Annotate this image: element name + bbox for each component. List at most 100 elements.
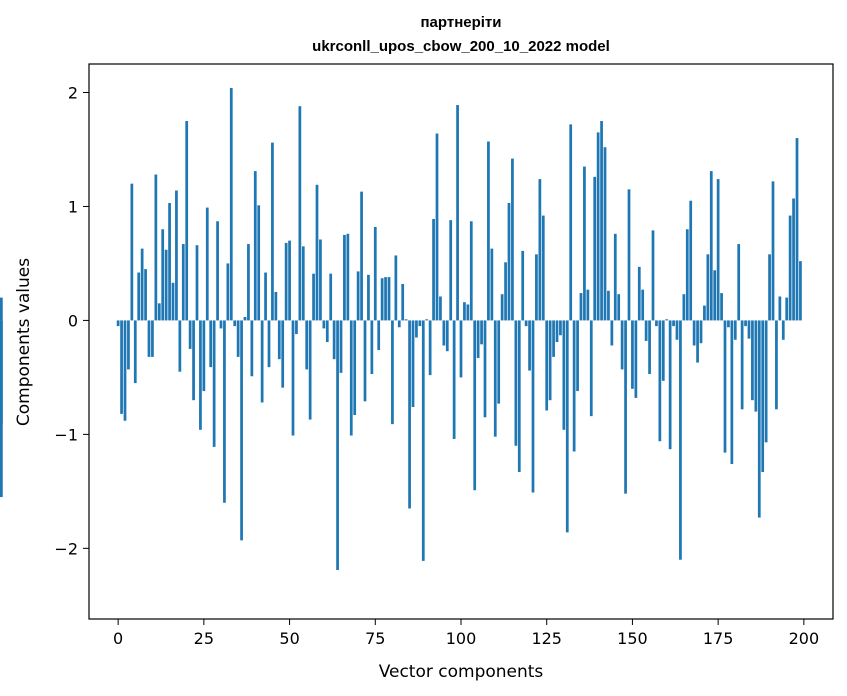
bar-50: [288, 240, 291, 321]
bar-42: [260, 320, 264, 403]
x-tick-label: 125: [531, 629, 562, 648]
chart-title: партнеріти: [420, 14, 501, 31]
x-tick-label: 175: [703, 629, 734, 648]
bar-0: [116, 320, 120, 327]
bar-177: [723, 320, 727, 453]
bar-17: [175, 190, 178, 321]
bar-7: [140, 248, 144, 321]
bar-38: [247, 244, 250, 321]
x-tick-label: 75: [365, 629, 385, 648]
bar-117: [517, 320, 521, 472]
bar-121: [531, 320, 535, 493]
bar-192: [775, 320, 778, 410]
bar-155: [648, 320, 651, 374]
bar-108: [487, 141, 490, 321]
bar-59: [319, 239, 322, 321]
bar-137: [586, 289, 590, 321]
bar-141: [600, 120, 603, 321]
bar-116: [514, 320, 518, 446]
bar-34: [233, 320, 237, 327]
bar-126: [548, 320, 552, 401]
bar-36: [240, 320, 243, 541]
bar-89: [421, 320, 425, 561]
bar-58: [315, 184, 319, 321]
bar-106: [480, 320, 483, 345]
bar-91: [428, 320, 432, 376]
bar-4: [130, 183, 134, 321]
bar-123: [538, 179, 542, 321]
bar-88: [418, 320, 422, 327]
bar-14: [164, 249, 168, 321]
bar-195: [785, 297, 789, 321]
bar-109: [490, 248, 494, 321]
bar-130: [562, 320, 566, 430]
bar-6: [137, 272, 141, 321]
bar-188: [761, 320, 765, 472]
bar-178: [727, 320, 730, 328]
bar-71: [360, 191, 363, 321]
bar-29: [216, 221, 219, 321]
x-tick-label: 25: [194, 629, 214, 648]
bar-1: [120, 320, 123, 414]
bar-23: [195, 245, 199, 321]
bar-135: [579, 293, 583, 321]
bar-153: [641, 289, 645, 321]
bar-93: [435, 133, 439, 321]
bar-104: [473, 320, 477, 491]
bar-31: [223, 320, 226, 503]
bar-110: [493, 320, 497, 437]
bar-169: [696, 320, 699, 363]
bar-83: [401, 283, 405, 321]
bar-49: [284, 242, 288, 321]
bar-154: [644, 320, 648, 341]
bar-95: [442, 320, 446, 346]
bar-132: [569, 124, 573, 321]
bar-51: [291, 320, 295, 436]
x-axis-ticks: 0 25 50 75 100 125 150 175 200: [113, 619, 819, 648]
bars-group: [0, 87, 802, 570]
bar-100: [459, 320, 463, 378]
bar-24: [199, 320, 202, 430]
bar-164: [679, 320, 682, 560]
bar-68: [349, 320, 353, 436]
bar-74: [370, 320, 374, 374]
y-axis-label: Components values: [14, 258, 34, 426]
x-tick-label: 200: [789, 629, 820, 648]
bar-179: [730, 320, 734, 465]
bar-150: [631, 320, 634, 389]
bar-67: [346, 233, 350, 321]
bar-156: [651, 230, 655, 321]
bar-144: [610, 320, 614, 346]
bar-80: [391, 320, 394, 425]
bar-73: [367, 274, 370, 321]
bar-112: [500, 294, 504, 321]
bar-190: [768, 254, 771, 321]
bar-186: [754, 320, 758, 412]
bar-60: [322, 320, 326, 329]
bar-138: [589, 320, 593, 417]
bar-124: [541, 215, 545, 321]
bar-84: [404, 319, 408, 321]
bar-undefined: [0, 297, 3, 321]
bar-28: [212, 320, 216, 447]
bar-44: [267, 320, 271, 368]
bar-171: [703, 305, 706, 321]
bar-172: [706, 254, 710, 321]
plot-frame: [88, 63, 834, 620]
bar-170: [699, 320, 703, 344]
bar-180: [733, 320, 737, 340]
bar-191: [771, 181, 775, 321]
bar-62: [329, 273, 333, 321]
bar-39: [250, 320, 254, 377]
bar-189: [764, 320, 768, 443]
bar-115: [511, 158, 514, 321]
bar-107: [483, 320, 487, 418]
bar-11: [154, 174, 158, 321]
bar-19: [181, 244, 185, 321]
y-tick-label: −1: [54, 425, 78, 444]
bar-46: [274, 291, 278, 321]
bar-157: [655, 320, 658, 327]
bar-43: [264, 272, 267, 321]
bar-64: [336, 320, 339, 570]
bar-99: [456, 105, 459, 321]
